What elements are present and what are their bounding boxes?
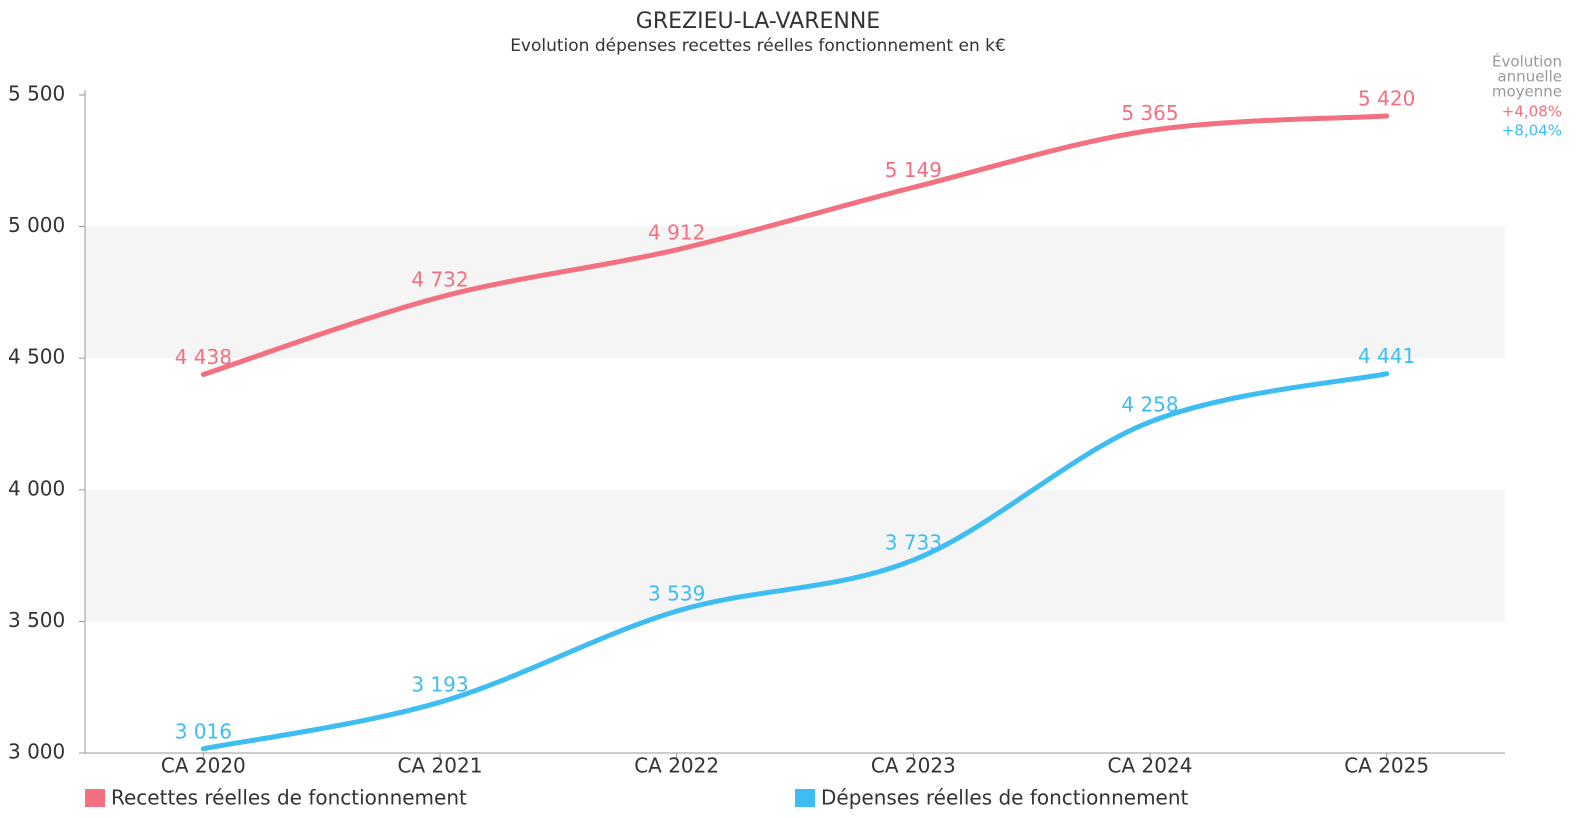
x-tick-label: CA 2021 xyxy=(398,754,483,778)
y-tick-label: 4 000 xyxy=(8,476,65,500)
data-label: 5 420 xyxy=(1358,87,1415,111)
y-tick-label: 3 500 xyxy=(8,608,65,632)
data-label: 4 441 xyxy=(1358,344,1415,368)
series-line xyxy=(200,113,1390,378)
data-label: 3 733 xyxy=(885,531,942,555)
chart-subtitle: Evolution dépenses recettes réelles fonc… xyxy=(510,36,1006,56)
annotation-title: annuelle xyxy=(1497,68,1562,86)
grid-band xyxy=(85,226,1505,359)
x-tick-label: CA 2024 xyxy=(1108,754,1193,778)
legend-swatch xyxy=(795,789,815,807)
series-line xyxy=(200,371,1390,752)
x-tick-label: CA 2023 xyxy=(871,754,956,778)
y-tick-label: 3 000 xyxy=(8,740,65,764)
data-label: 4 912 xyxy=(648,220,705,244)
legend-label: Recettes réelles de fonctionnement xyxy=(111,786,467,810)
legend-label: Dépenses réelles de fonctionnement xyxy=(821,786,1189,810)
annotation-value: +4,08% xyxy=(1502,103,1562,121)
y-tick-label: 4 500 xyxy=(8,345,65,369)
data-label: 4 732 xyxy=(411,268,468,292)
data-label: 5 365 xyxy=(1121,101,1178,125)
data-label: 3 193 xyxy=(411,673,468,697)
data-label: 3 539 xyxy=(648,582,705,606)
annotation-value: +8,04% xyxy=(1502,122,1562,140)
annotation-title: Évolution xyxy=(1492,52,1562,71)
legend-swatch xyxy=(85,789,105,807)
annotation-title: moyenne xyxy=(1492,83,1562,101)
data-label: 4 438 xyxy=(175,345,232,369)
data-label: 3 016 xyxy=(175,719,232,743)
grid-band xyxy=(85,489,1505,622)
data-label: 5 149 xyxy=(885,158,942,182)
x-tick-label: CA 2022 xyxy=(634,754,719,778)
x-tick-label: CA 2020 xyxy=(161,754,246,778)
chart-title: GREZIEU-LA-VARENNE xyxy=(636,9,880,34)
x-tick-label: CA 2025 xyxy=(1344,754,1429,778)
y-tick-label: 5 500 xyxy=(8,82,65,106)
y-tick-label: 5 000 xyxy=(8,213,65,237)
data-label: 4 258 xyxy=(1121,392,1178,416)
